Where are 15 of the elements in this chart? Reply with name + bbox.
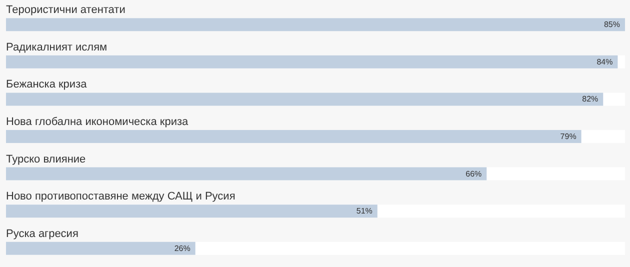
data-label: 79% <box>560 132 576 141</box>
data-label: 85% <box>604 20 620 30</box>
bar <box>6 55 618 68</box>
data-label: 51% <box>356 206 372 216</box>
data-label: 26% <box>174 244 190 253</box>
y-tick-label: Ново противопоставяне между САЩ и Русия <box>6 190 236 203</box>
data-label: 84% <box>596 57 613 66</box>
data-label: 82% <box>582 94 598 104</box>
y-tick-label: Бежанска криза <box>6 78 88 91</box>
y-tick-label: Терористични атентати <box>6 4 126 16</box>
y-tick-label: Руска агресия <box>6 228 78 240</box>
y-tick-label: Турско влияние <box>6 153 86 166</box>
y-tick-label: Нова глобална икономическа криза <box>6 116 190 128</box>
y-tick-label: Радикалният ислям <box>6 41 108 54</box>
data-label: 66% <box>466 169 482 178</box>
